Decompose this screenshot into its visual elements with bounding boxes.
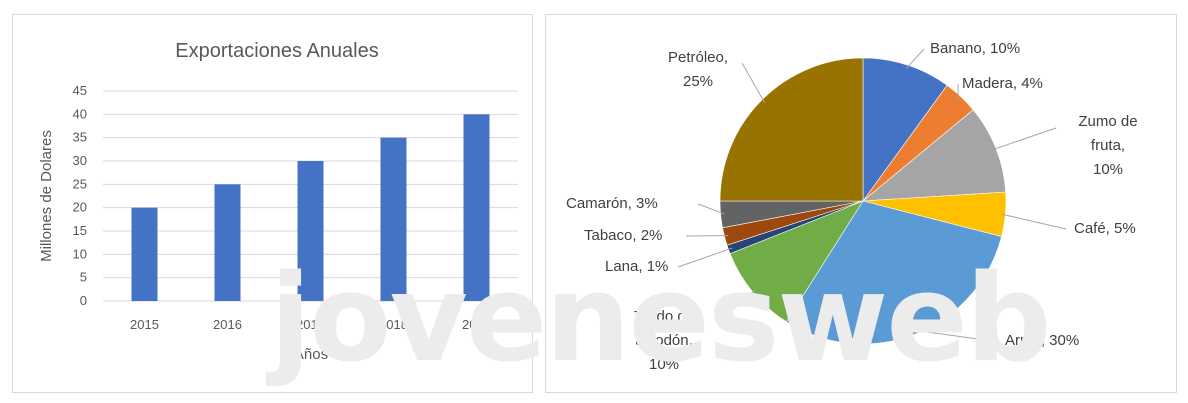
y-tick-label: 0 [80, 293, 87, 308]
y-tick-label: 25 [73, 176, 87, 191]
pie-chart-panel: Banano, 10% Madera, 4% Zumo de fruta, 10% Caf… [545, 14, 1177, 393]
bar [214, 184, 241, 301]
pie-chart: Banano, 10% Madera, 4% Zumo de fruta, 10% Caf… [566, 40, 1138, 373]
x-tick-label: 2017 [296, 317, 325, 332]
x-axis-label: Años [294, 346, 328, 363]
slice-label: Madera, 4% [962, 75, 1043, 92]
leader-line [719, 289, 757, 318]
slice-label: Banano, 10% [930, 40, 1020, 57]
bar [131, 207, 158, 301]
slice-label: Camarón, 3% [566, 195, 658, 212]
x-tick-label: 2018 [379, 317, 408, 332]
bar [297, 161, 324, 301]
bar [380, 137, 407, 301]
pie-slice [785, 200, 1002, 345]
pie-slice [862, 57, 948, 202]
slice-label: Arroz, 30% [1005, 332, 1079, 349]
y-tick-label: 40 [73, 106, 87, 121]
bar [463, 114, 490, 301]
leader-line [741, 62, 766, 103]
leader-line [914, 329, 1001, 343]
y-tick-label: 20 [73, 200, 87, 215]
bar-chart: Exportaciones Anuales 0 5 10 15 20 25 30 35 40 45 2… [38, 40, 518, 363]
slice-label: Lana, 1% [605, 258, 668, 275]
leader-line [1001, 213, 1067, 230]
y-tick-label: 5 [80, 270, 87, 285]
leader-line [697, 203, 725, 215]
y-tick-label: 45 [73, 83, 87, 98]
slice-label: Petróleo, 25% [668, 49, 728, 90]
y-tick-label: 10 [73, 246, 87, 261]
y-tick-label: 35 [73, 130, 87, 145]
x-tick-label: 2015 [130, 317, 159, 332]
slice-label: Tejido de algodón, 10% [634, 308, 694, 373]
x-tick-label: 2016 [213, 317, 242, 332]
y-tick-label: 30 [73, 153, 87, 168]
leader-line [677, 247, 733, 268]
leader-line [905, 48, 925, 70]
bar-chart-panel: Exportaciones Anuales 0 5 10 15 20 25 30 35 40 45 2… [12, 14, 533, 393]
chart-title: Exportaciones Anuales [175, 40, 378, 62]
y-axis-label: Millones de Dolares [38, 130, 55, 262]
x-tick-label: 2019 [462, 317, 491, 332]
leader-line [992, 127, 1057, 151]
y-tick-label: 15 [73, 223, 87, 238]
pie-slice [719, 57, 864, 202]
slice-label: Zumo de fruta, 10% [1078, 113, 1137, 178]
slice-label: Tabaco, 2% [584, 227, 662, 244]
slice-label: Café, 5% [1074, 220, 1136, 237]
